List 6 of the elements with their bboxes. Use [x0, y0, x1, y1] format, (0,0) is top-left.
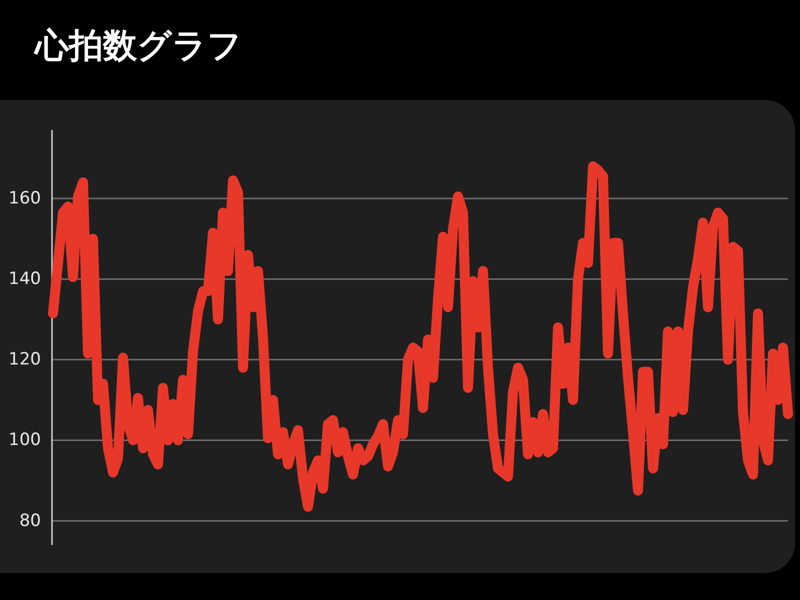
- y-tick-label: 80: [19, 510, 41, 531]
- y-tick-label: 120: [8, 350, 41, 370]
- y-tick-label: 100: [8, 430, 41, 450]
- y-tick-label: 160: [8, 188, 41, 208]
- chart-title: 心拍数グラフ: [33, 26, 242, 66]
- y-tick-label: 140: [8, 269, 41, 290]
